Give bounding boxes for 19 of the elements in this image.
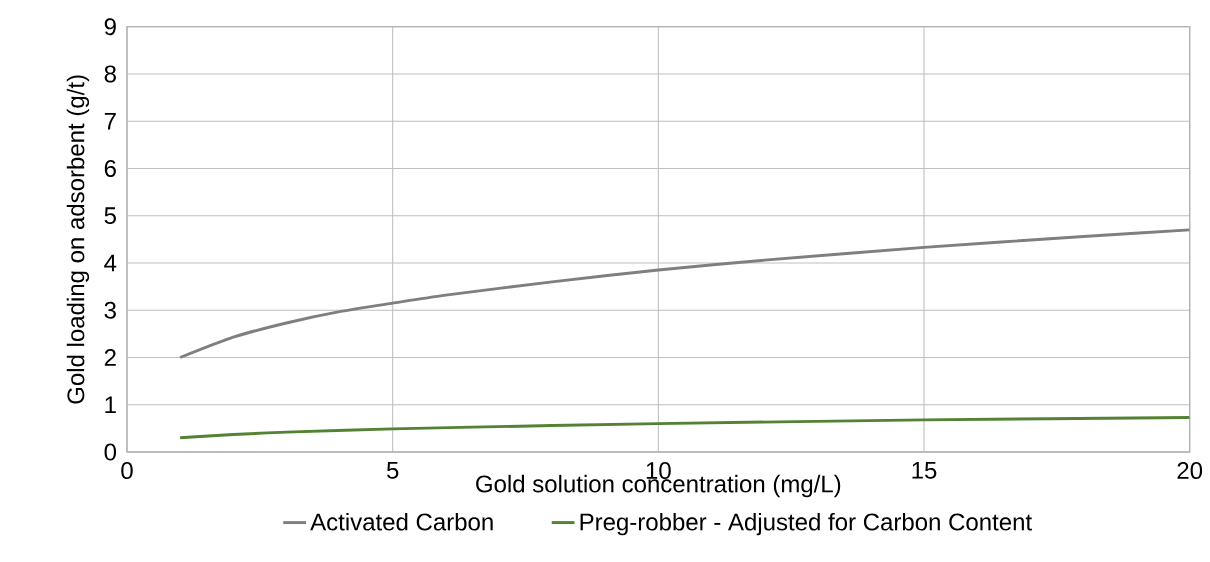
y-tick-label: 5 <box>104 207 116 225</box>
legend-label: Activated Carbon <box>310 512 493 531</box>
y-tick-label: 3 <box>104 301 116 319</box>
y-tick-label: 2 <box>104 349 116 366</box>
line-series <box>178 416 1190 440</box>
y-tick-label: 0 <box>104 443 117 461</box>
x-tick-label: 0 <box>121 462 133 480</box>
x-tick-label: 15 <box>912 462 937 479</box>
x-tick-label: 20 <box>1177 462 1203 480</box>
y-tick-label: 8 <box>104 65 116 83</box>
y-tick-label: 1 <box>105 396 116 413</box>
y-tick-label: 9 <box>104 18 116 36</box>
x-tick-label: 5 <box>386 462 399 479</box>
y-tick-label: 4 <box>104 254 117 272</box>
y-axis-title: Gold loading on adsorbent (g/t) <box>66 75 90 404</box>
line-series <box>178 228 1190 359</box>
y-tick-label: 6 <box>104 159 116 177</box>
y-tick-label: 7 <box>104 112 116 130</box>
legend-label: Preg-robber - Adjusted for Carbon Content <box>580 512 1032 536</box>
